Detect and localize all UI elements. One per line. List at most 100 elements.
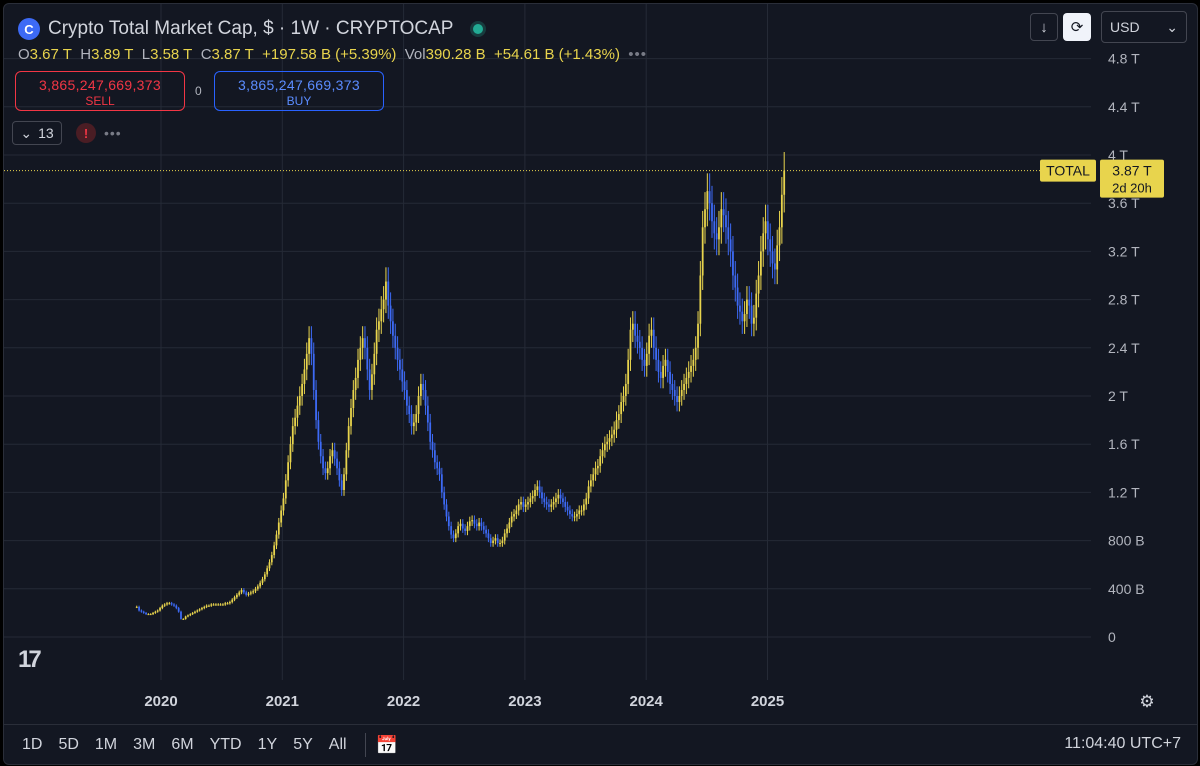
currency-value: USD	[1110, 19, 1140, 35]
sell-button[interactable]: 3,865,247,669,373 SELL	[15, 71, 185, 111]
open-value: 3.67 T	[29, 46, 72, 63]
candle-body	[222, 604, 224, 606]
range-5y-button[interactable]: 5Y	[293, 736, 313, 753]
range-5d-button[interactable]: 5D	[58, 736, 79, 753]
candle-body	[578, 510, 581, 515]
candle-body	[562, 498, 564, 503]
candle-body	[217, 604, 220, 606]
candle-body	[247, 593, 250, 595]
candle-body	[755, 293, 758, 318]
clock-readout[interactable]: 11:04:40 UTC+7	[1064, 735, 1181, 752]
candle-body	[399, 359, 401, 370]
candle-body	[773, 263, 776, 270]
candle-body	[447, 516, 450, 527]
candle-body	[296, 405, 299, 418]
candle-body	[701, 227, 704, 276]
x-tick-label: 2020	[144, 693, 177, 710]
candle-body	[208, 605, 210, 607]
candle-body	[492, 540, 494, 544]
range-6m-button[interactable]: 6M	[171, 736, 194, 753]
candle-body	[634, 323, 637, 336]
candle-body	[291, 426, 294, 445]
candle-body	[308, 338, 310, 354]
candlestick-chart[interactable]: 0 400 B 800 B 1.2 T 1.6 T 2 T 2.4 T 2.8 T 3.2 T 3…	[4, 4, 1197, 764]
candle-body	[461, 523, 464, 529]
candle-body	[354, 377, 357, 390]
candle-body	[534, 489, 536, 497]
candle-body	[149, 614, 152, 616]
more-icon[interactable]: •••	[628, 46, 648, 63]
range-1y-button[interactable]: 1Y	[257, 736, 278, 753]
candle-body	[566, 506, 569, 511]
range-1m-button[interactable]: 1M	[94, 736, 118, 753]
candle-body	[145, 612, 147, 615]
candle-body	[624, 383, 627, 396]
candle-body	[154, 611, 157, 613]
warning-icon[interactable]: !	[76, 123, 96, 143]
candle-body	[345, 450, 348, 475]
y-tick-label: 3.2 T	[1108, 243, 1140, 259]
candle-body	[671, 383, 674, 390]
candle-body	[224, 603, 227, 605]
y-tick-label: 3.6 T	[1108, 195, 1140, 211]
range-1d-button[interactable]: 1D	[22, 736, 43, 753]
download-button[interactable]: ↓	[1030, 13, 1058, 41]
y-tick-label: 4.4 T	[1108, 99, 1140, 115]
candle-body	[378, 321, 380, 330]
candle-body	[503, 533, 506, 541]
candle-body	[452, 534, 455, 539]
candle-body	[713, 221, 716, 234]
candle-body	[466, 526, 469, 531]
candle-body	[159, 608, 161, 611]
candle-body	[242, 590, 245, 593]
candle-body	[739, 305, 741, 312]
candle-body	[615, 420, 618, 430]
bottom-toolbar: 1D 5D 1M 3M 6M YTD 1Y 5Y All 📅 11:04:40 …	[4, 724, 1197, 764]
y-tick-label: 4.8 T	[1108, 51, 1140, 67]
candle-body	[780, 194, 783, 228]
candle-body	[776, 245, 779, 270]
candle-body	[697, 323, 699, 348]
candle-body	[478, 522, 480, 527]
candle-body	[729, 239, 732, 252]
indicators-toggle-button[interactable]: ⌄ 13	[12, 121, 62, 145]
symbol-title[interactable]: Crypto Total Market Cap, $ · 1W · CRYPTO…	[48, 18, 454, 39]
chevron-down-icon: ⌄	[20, 124, 33, 141]
candle-body	[583, 504, 585, 511]
sync-button[interactable]: ⟳	[1063, 13, 1091, 41]
candle-body	[310, 338, 313, 354]
candle-body	[380, 309, 383, 322]
candle-body	[284, 480, 287, 499]
range-all-button[interactable]: All	[328, 736, 347, 753]
candle-body	[589, 480, 592, 487]
candle-body	[741, 311, 744, 322]
candle-body	[375, 329, 378, 354]
buy-button[interactable]: 3,865,247,669,373 BUY	[214, 71, 384, 111]
candle-body	[683, 383, 685, 390]
candle-body	[494, 538, 497, 541]
y-tick-label: 2.8 T	[1108, 292, 1140, 308]
candle-body	[678, 396, 681, 403]
candle-body	[170, 603, 173, 605]
range-ytd-button[interactable]: YTD	[209, 736, 242, 753]
candle-body	[177, 608, 180, 612]
candle-body	[564, 502, 567, 507]
candle-body	[587, 486, 590, 499]
tradingview-logo-icon[interactable]: 17	[18, 646, 42, 673]
candle-body	[501, 540, 504, 544]
candle-body	[424, 389, 427, 406]
range-3m-button[interactable]: 3M	[133, 736, 156, 753]
candle-body	[580, 510, 583, 512]
candle-body	[140, 610, 143, 612]
candle-body	[652, 329, 655, 348]
market-status-icon[interactable]	[473, 24, 484, 34]
candle-body	[506, 528, 508, 534]
candle-body	[385, 281, 387, 300]
candle-body	[538, 486, 541, 493]
calendar-icon[interactable]: 📅	[375, 734, 398, 755]
candle-body	[357, 359, 359, 378]
currency-select[interactable]: USD ⌄	[1101, 11, 1187, 43]
more-indicators-icon[interactable]: •••	[104, 125, 122, 141]
candle-body	[545, 502, 548, 505]
settings-gear-icon[interactable]: ⚙	[1139, 692, 1155, 711]
